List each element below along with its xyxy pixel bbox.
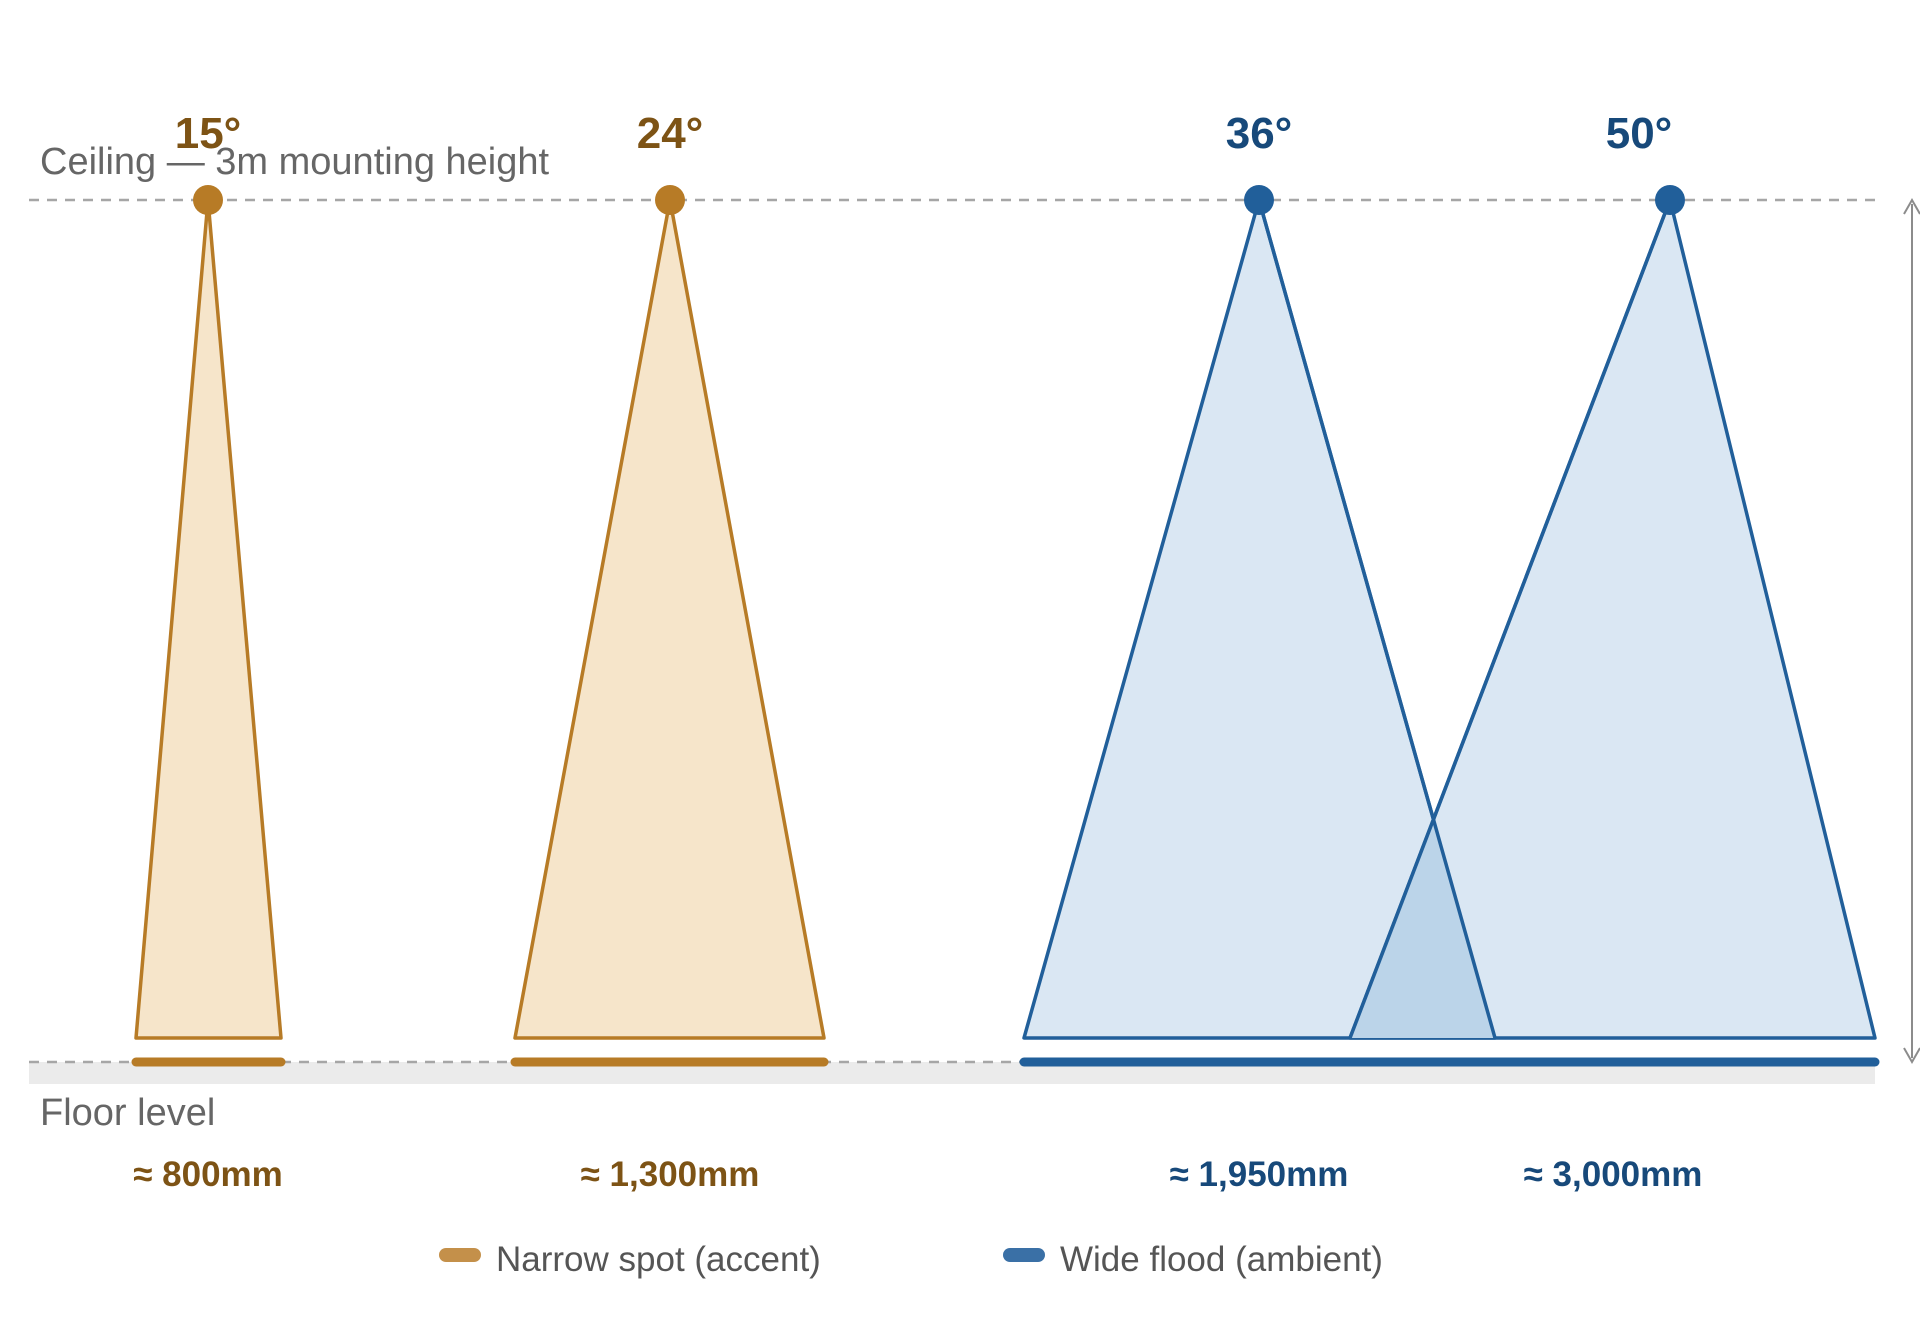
floor-band bbox=[29, 1062, 1875, 1084]
fixture-50 bbox=[1655, 185, 1685, 215]
beam-24-cone bbox=[513, 198, 826, 1040]
beam-15-cone bbox=[134, 198, 283, 1040]
floor-label: Floor level bbox=[40, 1092, 215, 1134]
legend: Narrow spot (accent) Wide flood (ambient… bbox=[439, 1240, 1383, 1279]
height-arrow-top bbox=[1903, 197, 1920, 215]
beam-50-edge bbox=[1348, 199, 1672, 1039]
legend-narrow-label: Narrow spot (accent) bbox=[496, 1240, 821, 1279]
angle-label-15: 15° bbox=[175, 109, 242, 158]
spread-label-50: ≈ 3,000mm bbox=[1524, 1155, 1703, 1194]
fixture-15 bbox=[193, 185, 223, 215]
ceiling-label: Ceiling — 3m mounting height bbox=[40, 141, 549, 183]
beam-overlap bbox=[1350, 816, 1495, 1038]
angle-label-50: 50° bbox=[1606, 109, 1673, 158]
fixture-24 bbox=[655, 185, 685, 215]
spread-label-36: ≈ 1,950mm bbox=[1170, 1155, 1349, 1194]
beam-36-edge bbox=[1257, 199, 1497, 1039]
angle-label-24: 24° bbox=[637, 109, 704, 158]
height-arrow-bottom bbox=[1903, 1047, 1920, 1065]
spread-label-15: ≈ 800mm bbox=[133, 1155, 283, 1194]
fixture-36 bbox=[1244, 185, 1274, 215]
legend-wide-label: Wide flood (ambient) bbox=[1060, 1240, 1383, 1279]
angle-label-36: 36° bbox=[1226, 109, 1293, 158]
spread-label-24: ≈ 1,300mm bbox=[581, 1155, 760, 1194]
